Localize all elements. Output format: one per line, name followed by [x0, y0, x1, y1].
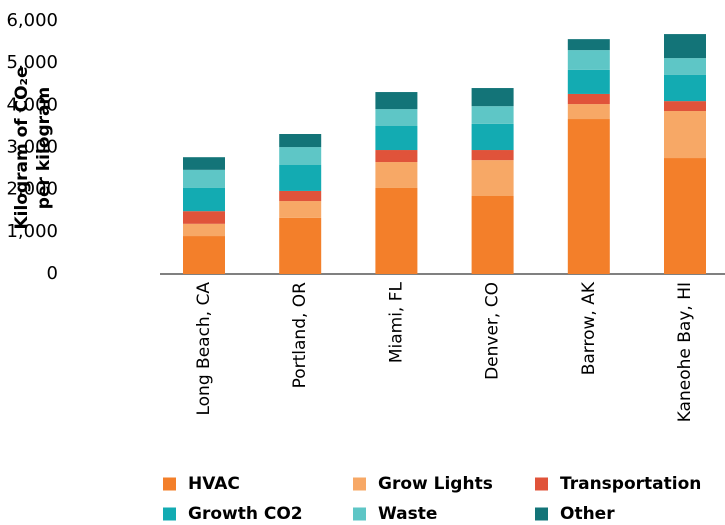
legend-swatch — [353, 507, 366, 521]
bar-segment — [664, 101, 706, 112]
legend-swatch — [163, 477, 176, 491]
bar-segment — [567, 50, 610, 70]
legend-label: Other — [560, 504, 615, 524]
y-tick-label: 6,000 — [6, 10, 58, 31]
bar-segment — [471, 195, 514, 274]
bar-segment — [279, 147, 322, 165]
bar-segment — [375, 92, 418, 110]
bar-segment — [567, 119, 610, 274]
x-tick-label: Miami, FL — [386, 281, 406, 363]
bar-segment — [183, 187, 225, 212]
bar-segment — [375, 150, 418, 163]
bar-segment — [471, 106, 514, 124]
y-axis-title: Kilogram of CO₂e per kilogram — [12, 66, 54, 229]
y-label-line: Kilogram of CO₂e — [12, 66, 32, 229]
bar-segment — [567, 69, 610, 94]
x-tick-label: Portland, OR — [290, 282, 310, 389]
x-tick-label: Denver, CO — [483, 282, 503, 380]
bar-segment — [279, 164, 322, 191]
bar-segment — [567, 104, 610, 120]
y-tick-label: 4,000 — [6, 94, 58, 115]
bar-segment — [567, 39, 610, 51]
legend-label: HVAC — [188, 474, 240, 494]
x-tick-label: Kaneohe Bay, HI — [675, 282, 695, 422]
bar-segment — [183, 223, 225, 237]
bar-segment — [664, 74, 706, 102]
bar-segment — [183, 211, 225, 224]
x-tick-label: Long Beach, CA — [194, 282, 214, 416]
legend-swatch — [353, 477, 366, 491]
legend-label: Transportation — [560, 474, 701, 494]
bar-segment — [471, 123, 514, 151]
y-tick-label: 2,000 — [6, 179, 58, 200]
bar-segment — [375, 162, 418, 188]
bar-segment — [567, 93, 610, 105]
legend-swatch — [535, 477, 548, 491]
bar-segment — [664, 158, 706, 274]
y-tick-label: 5,000 — [6, 52, 58, 73]
legend-label: Growth CO2 — [188, 504, 303, 524]
bar-segment — [375, 125, 418, 151]
bar-segment — [471, 88, 514, 107]
bar-segment — [375, 109, 418, 126]
y-tick-label: 3,000 — [6, 137, 58, 158]
x-tick-label: Barrow, AK — [579, 281, 599, 375]
legend-swatch — [163, 507, 176, 521]
bar-segment — [664, 111, 706, 159]
legend-label: Waste — [378, 504, 437, 524]
bar-segment — [664, 34, 706, 59]
bar-segment — [183, 157, 225, 170]
bar-segment — [183, 236, 225, 274]
legend-label: Grow Lights — [378, 474, 493, 494]
y-label-line: per kilogram — [34, 87, 54, 209]
y-tick-label: 0 — [47, 263, 58, 284]
bar-segment — [471, 160, 514, 196]
y-tick-label: 1,000 — [6, 221, 58, 242]
bar-segment — [183, 169, 225, 188]
bar-segment — [664, 58, 706, 75]
bar-segment — [279, 217, 322, 274]
bar-segment — [279, 190, 322, 202]
legend-swatch — [535, 507, 548, 521]
bar-segment — [279, 134, 322, 148]
bar-segment — [471, 150, 514, 161]
bar-segment — [279, 201, 322, 218]
bar-segment — [375, 187, 418, 274]
